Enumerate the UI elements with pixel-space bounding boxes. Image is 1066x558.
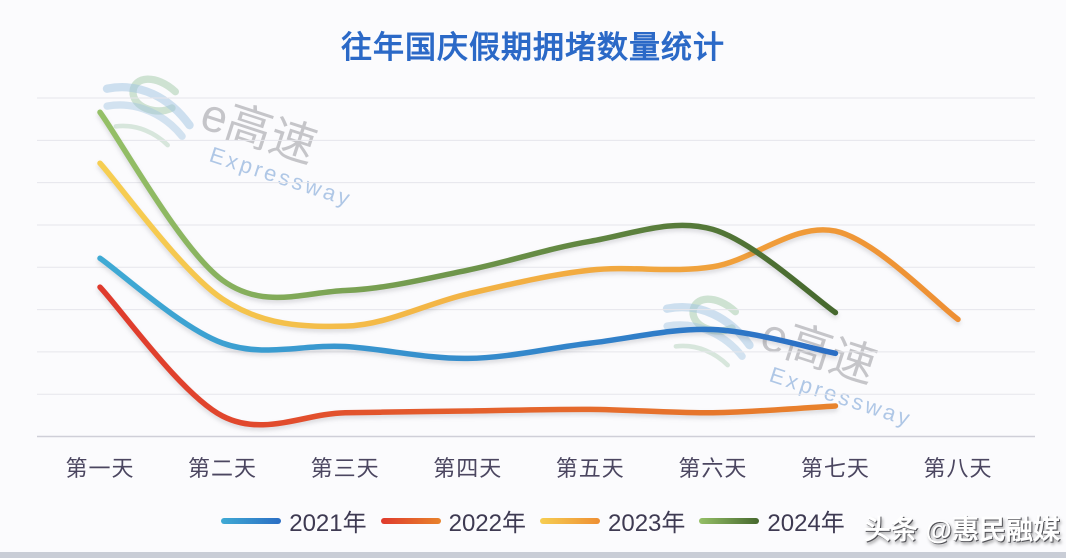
x-axis-label-7: 第七天 [800,456,870,481]
legend-swatch [221,517,282,524]
series-line-2023年 [97,160,961,330]
chart-title: 往年国庆假期拥堵数量统计 [341,30,725,65]
x-axis-label-6: 第六天 [678,456,748,481]
x-axis-label-8: 第八天 [923,456,993,481]
x-axis-label-3: 第三天 [310,456,380,481]
x-axis: 第一天 第二天 第三天 第四天 第五天 第六天 第七天 第八天 [0,451,1066,481]
x-axis-label-5: 第五天 [555,456,625,481]
legend-label: 2022年 [448,510,526,537]
bottom-edge-strip [0,552,1066,558]
legend-swatch [540,517,600,524]
legend-item-2024年[interactable]: 2024年 [699,503,845,538]
series-line-2022年 [97,284,839,428]
credit-handle: @惠民融媒 [925,515,1060,545]
legend-item-2023年[interactable]: 2023年 [540,503,685,538]
legend-swatch [380,517,441,524]
series-line-2024年 [97,109,839,316]
legend-label: 2024年 [767,510,845,537]
legend-item-2022年[interactable]: 2022年 [380,503,526,538]
legend-label: 2023年 [608,510,686,537]
x-axis-label-1: 第一天 [65,456,135,481]
legend-swatch [699,517,760,524]
x-axis-label-4: 第四天 [433,456,503,481]
publisher-credit: 头条 @惠民融媒 [864,508,1060,547]
series-line-2021年 [97,255,839,362]
legend-item-2021年[interactable]: 2021年 [221,503,367,538]
chart-legend: 2021年 2022年 2023年 2024年 [0,503,1066,538]
legend-label: 2021年 [289,510,367,537]
x-axis-label-2: 第二天 [188,456,258,481]
credit-prefix: 头条 [863,515,918,545]
